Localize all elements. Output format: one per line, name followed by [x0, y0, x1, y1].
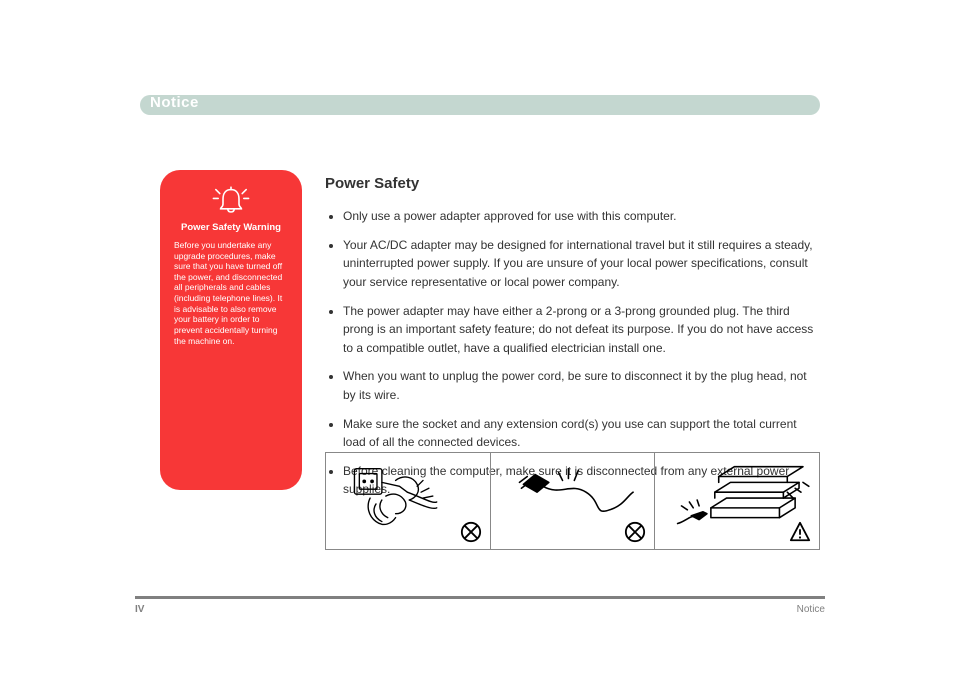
caution-triangle-icon — [789, 521, 811, 543]
alarm-bell-icon — [211, 186, 251, 214]
prohibit-icon — [624, 521, 646, 543]
section-heading: Power Safety — [325, 172, 820, 195]
warning-paragraph-1: Before you undertake any upgrade procedu… — [174, 240, 288, 346]
banner-title: Notice — [150, 94, 199, 111]
list-item: Only use a power adapter approved for us… — [343, 207, 820, 226]
list-item: Make sure the socket and any extension c… — [343, 415, 820, 452]
illustration-row — [325, 452, 820, 550]
banner-bar — [140, 95, 820, 115]
warning-box: Power Safety Warning Before you undertak… — [160, 170, 302, 490]
footer-section: Notice — [797, 604, 825, 615]
page-number: IV — [135, 604, 144, 615]
page: Notice Power Safety Warning Before you u… — [0, 0, 954, 673]
warning-title: Power Safety Warning — [174, 222, 288, 234]
prohibit-icon — [460, 521, 482, 543]
illustration-cell-1 — [326, 453, 491, 549]
illustration-cell-3 — [655, 453, 819, 549]
list-item: The power adapter may have either a 2-pr… — [343, 302, 820, 358]
list-item: Your AC/DC adapter may be designed for i… — [343, 236, 820, 292]
footer-rule — [135, 596, 825, 599]
illustration-cell-2 — [491, 453, 656, 549]
warning-body: Power Safety Warning Before you undertak… — [172, 222, 290, 346]
list-item: When you want to unplug the power cord, … — [343, 367, 820, 404]
footer: IV Notice — [135, 604, 825, 615]
